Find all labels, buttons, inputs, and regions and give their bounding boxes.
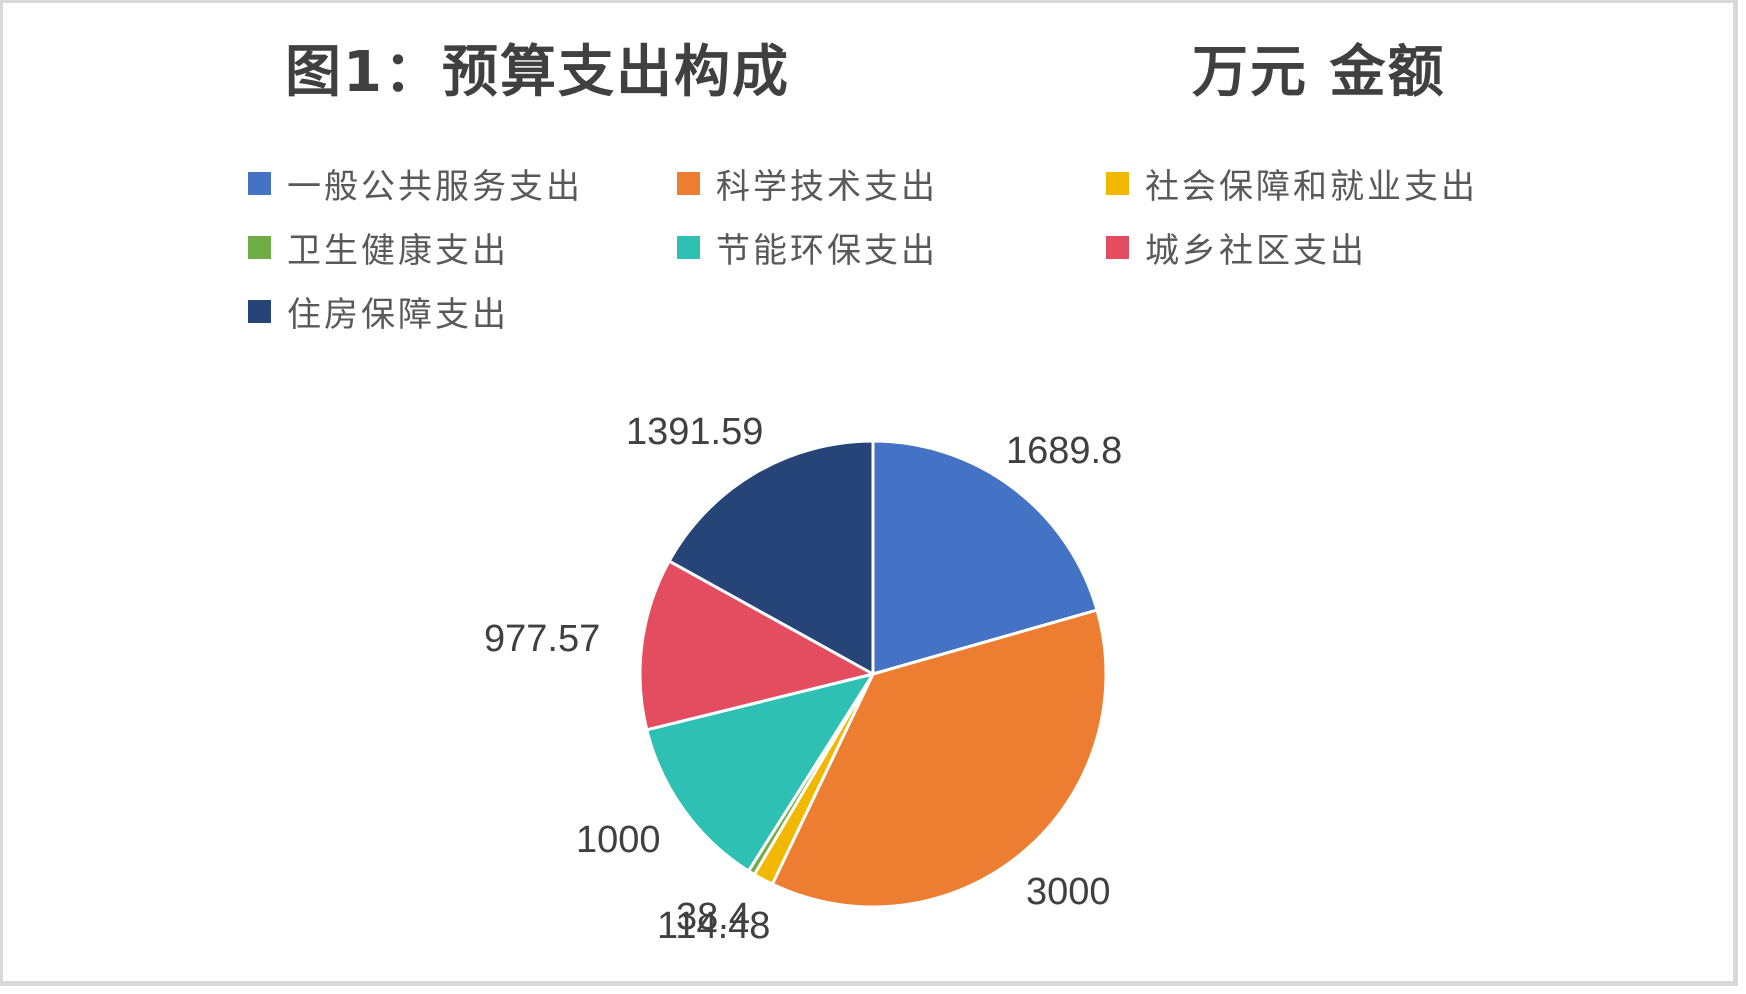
- data-label-general-public-services: 1689.8: [1006, 430, 1123, 472]
- data-label-urban-rural: 977.57: [484, 618, 601, 660]
- pie-slice-science-technology[interactable]: [770, 608, 1108, 909]
- pie-slice-urban-rural[interactable]: [638, 559, 875, 732]
- data-label-social-security: 114.48: [657, 905, 771, 947]
- pie-slice-housing[interactable]: [667, 439, 875, 676]
- legend-item-social-security[interactable]: 社会保障和就业支出: [1106, 163, 1478, 207]
- legend-swatch-icon: [248, 299, 271, 323]
- legend-swatch-icon: [248, 235, 271, 259]
- legend-label: 城乡社区支出: [1145, 230, 1367, 271]
- legend-label: 住房保障支出: [287, 294, 509, 335]
- legend-item-housing[interactable]: 住房保障支出: [248, 291, 509, 335]
- pie-slice-general-public-services[interactable]: [871, 439, 1099, 676]
- legend-swatch-icon: [248, 171, 271, 195]
- legend-label: 社会保障和就业支出: [1145, 166, 1478, 207]
- pie-slice-environmental[interactable]: [645, 672, 875, 873]
- data-label-environmental: 1000: [576, 819, 661, 861]
- legend-label: 节能环保支出: [716, 230, 938, 271]
- legend-label: 一般公共服务支出: [287, 166, 583, 207]
- legend-swatch-icon: [677, 235, 700, 259]
- data-label-science-technology: 3000: [1026, 871, 1111, 913]
- legend-item-general-public-services[interactable]: 一般公共服务支出: [248, 163, 583, 207]
- legend-item-science-technology[interactable]: 科学技术支出: [677, 163, 938, 207]
- legend-label: 卫生健康支出: [287, 230, 509, 271]
- legend-item-health[interactable]: 卫生健康支出: [248, 227, 509, 271]
- legend-swatch-icon: [1106, 235, 1129, 259]
- pie-slices: [638, 439, 1108, 909]
- legend-label: 科学技术支出: [716, 166, 938, 207]
- legend-item-environmental[interactable]: 节能环保支出: [677, 227, 938, 271]
- data-label-housing: 1391.59: [626, 411, 764, 453]
- legend-swatch-icon: [1106, 171, 1129, 195]
- legend-swatch-icon: [677, 171, 700, 195]
- data-label-health: 38.4: [676, 896, 750, 938]
- chart-subtitle: 万元 金额: [1192, 40, 1446, 105]
- legend-item-urban-rural[interactable]: 城乡社区支出: [1106, 227, 1367, 271]
- chart-title: 图1：预算支出构成: [285, 40, 790, 105]
